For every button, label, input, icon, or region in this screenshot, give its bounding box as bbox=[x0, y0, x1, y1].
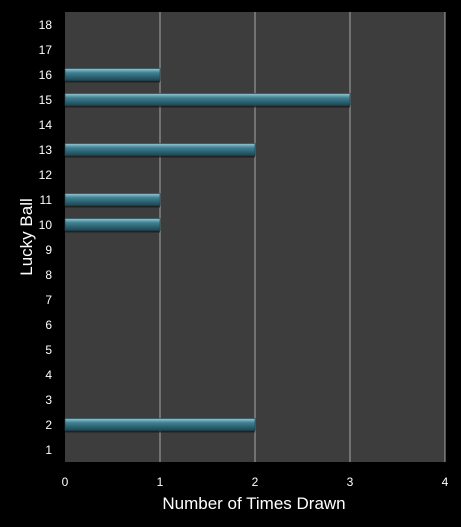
y-tick-label-14: 14 bbox=[39, 118, 53, 132]
x-tick-label-1: 1 bbox=[157, 475, 164, 489]
gridlines bbox=[159, 12, 446, 462]
y-tick-label-12: 12 bbox=[39, 168, 53, 182]
y-axis-label: Lucky Ball bbox=[17, 198, 36, 275]
bar-body-15 bbox=[64, 93, 351, 106]
x-tick-labels: 0 1 2 3 4 bbox=[62, 475, 449, 489]
x-tick-label-3: 3 bbox=[347, 475, 354, 489]
y-tick-label-8: 8 bbox=[45, 268, 52, 282]
y-tick-label-11: 11 bbox=[40, 193, 53, 207]
bar-15 bbox=[64, 93, 351, 108]
y-tick-label-2: 2 bbox=[45, 418, 52, 432]
y-tick-label-17: 17 bbox=[39, 43, 53, 57]
y-tick-label-1: 1 bbox=[45, 443, 52, 457]
bar-11 bbox=[64, 193, 161, 208]
bar-body-16 bbox=[64, 68, 161, 81]
bar-body-13 bbox=[64, 143, 256, 156]
x-tick-label-2: 2 bbox=[252, 475, 259, 489]
y-tick-label-7: 7 bbox=[45, 293, 52, 307]
x-axis-label: Number of Times Drawn bbox=[162, 494, 345, 513]
bar-body-2 bbox=[64, 418, 256, 431]
bar-body-11 bbox=[64, 193, 161, 206]
y-tick-label-15: 15 bbox=[39, 93, 53, 107]
bar-16 bbox=[64, 68, 161, 83]
bar-10 bbox=[64, 218, 161, 233]
y-tick-label-9: 9 bbox=[45, 243, 52, 257]
y-tick-label-18: 18 bbox=[39, 18, 53, 32]
bar-13 bbox=[64, 143, 256, 158]
y-tick-label-10: 10 bbox=[39, 218, 53, 232]
x-tick-label-0: 0 bbox=[62, 475, 69, 489]
bar-body-10 bbox=[64, 218, 161, 231]
x-tick-label-4: 4 bbox=[442, 475, 449, 489]
y-tick-label-6: 6 bbox=[45, 318, 52, 332]
bars bbox=[64, 68, 351, 433]
y-tick-label-4: 4 bbox=[45, 368, 52, 382]
y-tick-label-13: 13 bbox=[39, 143, 53, 157]
y-tick-label-5: 5 bbox=[45, 343, 52, 357]
bar-2 bbox=[64, 418, 256, 433]
y-tick-label-16: 16 bbox=[39, 68, 53, 82]
y-tick-label-3: 3 bbox=[45, 393, 52, 407]
